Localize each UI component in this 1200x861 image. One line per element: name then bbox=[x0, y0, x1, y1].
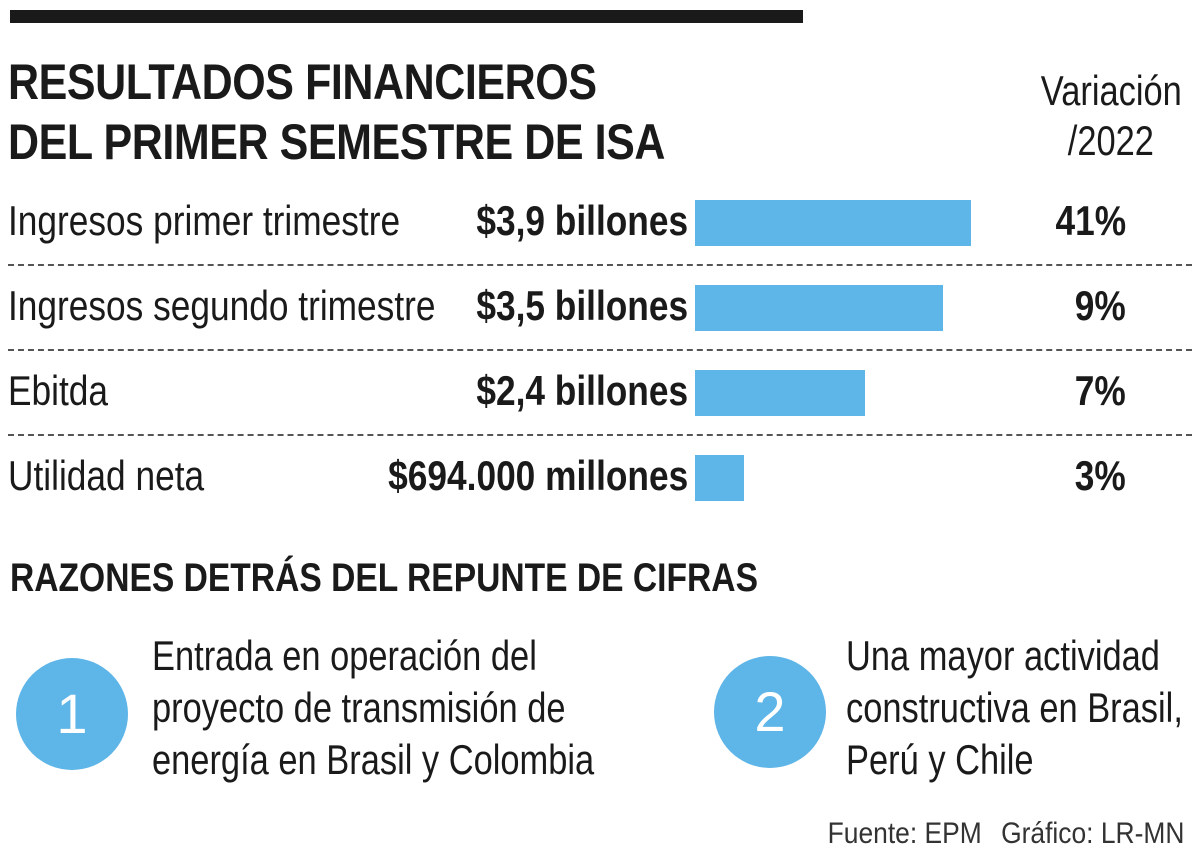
category-label: Utilidad neta bbox=[8, 452, 205, 499]
reason-text-line: energía en Brasil y Colombia bbox=[152, 736, 595, 783]
reason-text-line: constructiva en Brasil, bbox=[846, 684, 1183, 731]
chart-row: Ingresos segundo trimestre $3,5 billones 9… bbox=[0, 266, 1200, 351]
bar-chart: Ingresos primer trimestre $3,9 billones 41… bbox=[0, 181, 1200, 521]
variation-label: 3% bbox=[1075, 452, 1126, 499]
bar bbox=[695, 285, 943, 331]
chart-row: Utilidad neta $694.000 millones 3% bbox=[0, 436, 1200, 521]
reason-number-badge: 2 bbox=[714, 656, 826, 768]
value-label: $3,9 billones bbox=[476, 197, 688, 244]
chart-row: Ingresos primer trimestre $3,9 billones 41… bbox=[0, 181, 1200, 266]
reason-number-badge: 1 bbox=[16, 658, 128, 770]
source-label: Fuente: EPM bbox=[827, 817, 982, 850]
top-rule bbox=[10, 10, 803, 23]
graphic-credit-label: Gráfico: LR-MN bbox=[1000, 817, 1184, 850]
reason-text-line: Una mayor actividad bbox=[846, 632, 1160, 679]
chart-title-line-1: RESULTADOS FINANCIEROS bbox=[8, 54, 597, 110]
source-credit: Fuente: EPM Gráfico: LR-MN bbox=[827, 814, 1184, 854]
variation-header-line-2: /2022 bbox=[1067, 117, 1154, 164]
row-divider bbox=[8, 349, 1192, 351]
category-label: Ingresos segundo trimestre bbox=[8, 282, 436, 329]
reason-text-line: proyecto de transmisión de bbox=[152, 684, 566, 731]
reason-text: Entrada en operación del proyecto de tra… bbox=[152, 630, 594, 786]
row-divider bbox=[8, 264, 1192, 266]
reason-text-line: Entrada en operación del bbox=[152, 632, 537, 679]
bar-track bbox=[695, 370, 985, 416]
variation-label: 9% bbox=[1075, 282, 1126, 329]
reason-text-line: Perú y Chile bbox=[846, 736, 1034, 783]
value-label: $2,4 billones bbox=[476, 367, 688, 414]
category-label: Ingresos primer trimestre bbox=[8, 197, 401, 244]
value-label: $694.000 millones bbox=[387, 452, 688, 499]
bar-track bbox=[695, 200, 985, 246]
bar bbox=[695, 200, 971, 246]
variation-header-line-1: Variación bbox=[1040, 67, 1182, 114]
category-label: Ebitda bbox=[8, 367, 109, 414]
variation-label: 41% bbox=[1055, 197, 1126, 244]
chart-title-line-2: DEL PRIMER SEMESTRE DE ISA bbox=[8, 114, 666, 170]
value-label: $3,5 billones bbox=[476, 282, 688, 329]
variation-label: 7% bbox=[1075, 367, 1126, 414]
bar-track bbox=[695, 455, 985, 501]
bar-track bbox=[695, 285, 985, 331]
row-divider bbox=[8, 434, 1192, 436]
reasons-title: RAZONES DETRÁS DEL REPUNTE DE CIFRAS bbox=[10, 556, 758, 600]
chart-row: Ebitda $2,4 billones 7% bbox=[0, 351, 1200, 436]
chart-title: RESULTADOS FINANCIEROS DEL PRIMER SEMEST… bbox=[8, 52, 665, 172]
bar bbox=[695, 370, 865, 416]
variation-column-header: Variación /2022 bbox=[1040, 66, 1182, 166]
bar bbox=[695, 455, 744, 501]
reason-text: Una mayor actividad constructiva en Bras… bbox=[846, 630, 1183, 786]
